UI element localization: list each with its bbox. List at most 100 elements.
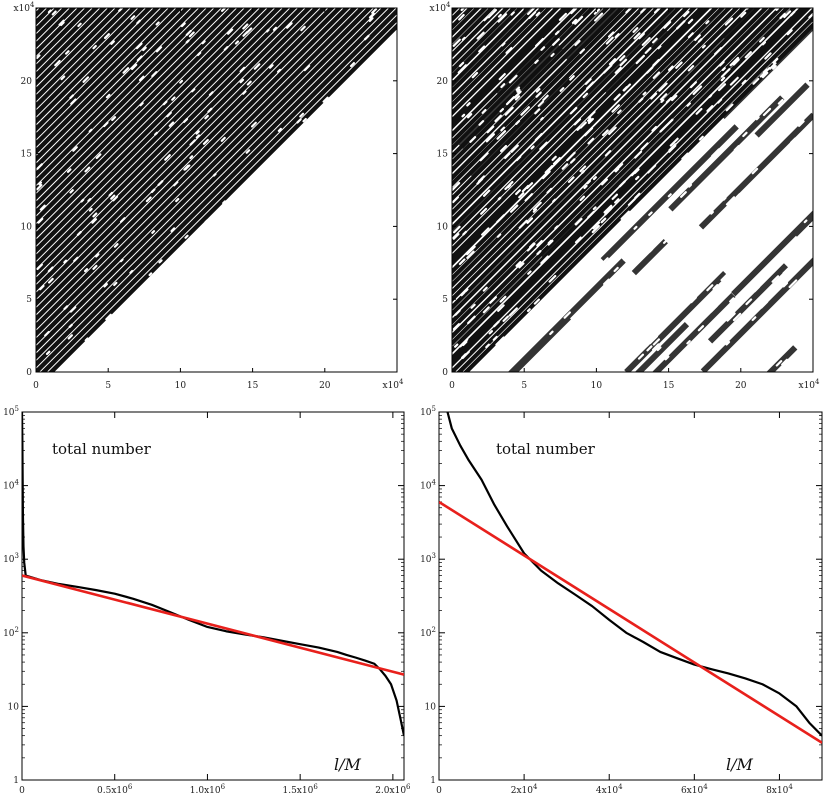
y-multiplier-exp: 4 (446, 1, 451, 9)
y-tick-label-base: 10 (420, 555, 432, 565)
x-tick-label-base: 2.0x10 (375, 786, 406, 796)
y-multiplier: x104 (430, 1, 452, 14)
x-multiplier: x104 (383, 378, 405, 391)
y-tick-label: 5 (26, 295, 32, 305)
x-tick-label-base: 0 (33, 381, 39, 391)
x-tick-label: 1.5x106 (282, 783, 318, 796)
x-tick-label: 8x104 (766, 783, 793, 796)
y-tick-label-exp: 3 (432, 552, 436, 560)
y-tick-label: 0 (26, 368, 32, 378)
x-tick-label: 2.0x106 (375, 783, 411, 796)
x-multiplier-exp: 4 (399, 378, 404, 386)
y-tick-label-exp: 3 (15, 552, 19, 560)
y-tick-label: 10 (21, 222, 33, 232)
y-tick-label: 103 (3, 552, 19, 565)
y-tick-label: 10 (437, 222, 449, 232)
x-axis-label: l/M (334, 755, 362, 774)
x-tick-label-base: 0.5x10 (97, 786, 128, 796)
y-tick-label-base: 10 (3, 555, 15, 565)
x-tick-label-base: 15 (247, 381, 259, 391)
x-tick-label: 0.5x106 (97, 783, 133, 796)
x-tick-label: 4x104 (596, 783, 623, 796)
y-tick-label: 15 (21, 150, 33, 160)
x-tick-label: 6x104 (681, 783, 708, 796)
heatmap-white-dots (36, 8, 397, 366)
y-tick-label-base: 1 (430, 776, 436, 786)
heatmap-stripe-lines (36, 8, 397, 372)
y-tick-label-base: 5 (26, 295, 32, 305)
x-tick-label: 15 (247, 381, 259, 391)
y-tick-label: 10 (8, 702, 20, 712)
annotation-total-number: total number (496, 440, 596, 458)
x-tick-label-base: 5 (105, 381, 111, 391)
x-tick-label-exp: 4 (788, 783, 793, 791)
x-tick-label: 10 (591, 381, 603, 391)
heatmap-stripes (36, 8, 397, 372)
y-tick-label-base: 10 (8, 702, 20, 712)
y-multiplier-exp: 4 (30, 1, 35, 9)
y-tick-label-base: 10 (420, 482, 432, 492)
x-tick-label: 20 (319, 381, 331, 391)
y-tick-label-exp: 5 (432, 405, 436, 413)
y-tick-label-exp: 2 (432, 626, 436, 634)
y-tick-label-base: 15 (21, 150, 33, 160)
y-tick-label-base: 0 (26, 368, 32, 378)
x-tick-label-base: 20 (735, 381, 747, 391)
fit-line (22, 574, 404, 676)
y-tick-label: 20 (21, 77, 33, 87)
y-tick-label: 10 (425, 702, 437, 712)
x-tick-label-base: 2x10 (511, 786, 534, 796)
y-tick-label-base: 10 (420, 629, 432, 639)
plot-frame (438, 411, 823, 781)
y-tick-label-base: 20 (21, 77, 33, 87)
x-tick-label-base: 15 (663, 381, 675, 391)
x-tick-label-exp: 4 (703, 783, 708, 791)
y-tick-label-base: 10 (21, 222, 33, 232)
x-tick-label-base: 20 (319, 381, 331, 391)
x-tick-label-base: 10 (175, 381, 187, 391)
y-tick-label: 15 (437, 150, 449, 160)
x-tick-label-exp: 6 (221, 783, 226, 791)
heatmap-stripe-lines (452, 8, 813, 372)
x-tick-label-base: 0 (449, 381, 455, 391)
x-tick-label-base: 6x10 (681, 786, 704, 796)
x-tick-label-base: 5 (521, 381, 527, 391)
y-tick-label: 5 (442, 295, 448, 305)
x-tick-label: 2x104 (511, 783, 538, 796)
x-tick-label: 10 (175, 381, 187, 391)
x-tick-label-exp: 6 (313, 783, 318, 791)
y-tick-label-base: 10 (425, 702, 437, 712)
annotation-total-number: total number (52, 440, 152, 458)
heatmap-stripes (452, 8, 813, 372)
y-tick-label: 0 (442, 368, 448, 378)
x-tick-label: 0 (436, 786, 442, 796)
x-multiplier-exp: 4 (815, 378, 820, 386)
y-multiplier-base: x10 (430, 4, 447, 14)
y-tick-label-base: 0 (442, 368, 448, 378)
x-tick-label-base: 4x10 (596, 786, 619, 796)
y-tick-label-exp: 5 (15, 405, 19, 413)
x-tick-label-base: 0 (19, 786, 25, 796)
y-tick-label-exp: 2 (15, 626, 19, 634)
y-tick-label: 105 (3, 405, 19, 418)
y-tick-label-base: 10 (420, 408, 432, 418)
y-tick-label: 103 (420, 552, 436, 565)
y-tick-label-base: 15 (437, 150, 449, 160)
y-tick-label: 1 (430, 776, 436, 786)
y-tick-label-exp: 4 (15, 479, 20, 487)
x-tick-label-base: 1.5x10 (282, 786, 313, 796)
x-tick-label: 0 (449, 381, 455, 391)
x-tick-label: 20 (735, 381, 747, 391)
x-tick-label: 5 (521, 381, 527, 391)
x-tick-label: 0 (33, 381, 39, 391)
y-tick-label: 104 (420, 479, 436, 492)
plot-frame (21, 411, 405, 781)
y-tick-label: 1 (13, 776, 19, 786)
x-multiplier-base: x10 (383, 381, 400, 391)
plot-series (439, 412, 822, 744)
x-tick-label-base: 1.0x10 (190, 786, 221, 796)
